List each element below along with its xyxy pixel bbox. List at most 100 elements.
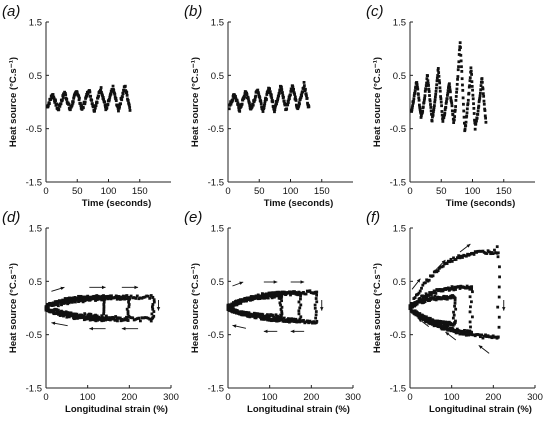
data-point xyxy=(289,293,292,297)
data-point xyxy=(232,301,235,304)
data-point xyxy=(242,97,246,100)
data-point xyxy=(87,316,91,320)
data-point xyxy=(466,102,470,105)
data-point xyxy=(308,289,312,293)
data-point xyxy=(471,93,475,97)
data-point xyxy=(443,113,446,117)
data-point xyxy=(315,300,319,304)
data-point xyxy=(83,295,87,299)
data-point xyxy=(440,110,444,113)
data-point xyxy=(454,319,457,323)
data-point xyxy=(127,103,131,107)
data-point xyxy=(79,102,82,105)
data-point xyxy=(291,89,295,93)
data-point xyxy=(108,94,112,98)
data-point xyxy=(279,303,282,307)
data-point xyxy=(131,316,135,320)
data-point xyxy=(312,320,316,324)
x-tick-label: 100 xyxy=(101,186,117,197)
data-point xyxy=(413,89,417,93)
data-point xyxy=(245,314,249,317)
data-point xyxy=(423,96,427,100)
data-point xyxy=(438,89,442,93)
data-point xyxy=(423,281,427,285)
data-point xyxy=(142,296,145,299)
data-point xyxy=(234,95,237,98)
data-point xyxy=(297,312,301,316)
data-point xyxy=(249,298,252,302)
data-point xyxy=(274,313,278,317)
data-point xyxy=(491,252,495,255)
data-point xyxy=(102,294,105,297)
data-point xyxy=(452,256,455,260)
data-point xyxy=(266,313,269,317)
x-tick-label: 0 xyxy=(43,392,48,403)
data-point xyxy=(313,306,317,310)
data-point xyxy=(53,101,57,104)
data-point xyxy=(121,95,124,98)
data-point xyxy=(441,264,445,268)
data-point xyxy=(477,333,481,337)
data-point xyxy=(282,290,286,294)
data-point xyxy=(483,109,487,112)
data-point xyxy=(116,319,119,323)
y-tick-label: 1.5 xyxy=(29,18,42,29)
data-point xyxy=(454,105,457,108)
data-point xyxy=(137,297,141,301)
data-point xyxy=(134,317,138,321)
data-point xyxy=(448,88,452,92)
data-point xyxy=(253,314,257,318)
data-point xyxy=(453,304,456,308)
data-point xyxy=(148,296,152,300)
data-point xyxy=(56,308,60,312)
data-point xyxy=(245,299,248,303)
data-point xyxy=(142,316,145,320)
data-point xyxy=(244,297,248,301)
data-point xyxy=(478,94,482,98)
data-point xyxy=(421,109,425,113)
data-point xyxy=(257,91,260,95)
data-point xyxy=(314,310,318,313)
data-point xyxy=(307,105,311,109)
data-point xyxy=(432,108,436,112)
data-point xyxy=(443,111,447,115)
data-point xyxy=(468,320,472,324)
data-point xyxy=(429,106,433,109)
data-point xyxy=(258,96,262,100)
y-tick-label: -0.5 xyxy=(26,124,42,135)
data-point xyxy=(435,76,439,80)
data-point xyxy=(452,288,456,292)
data-point xyxy=(409,306,413,310)
data-point xyxy=(472,106,476,110)
data-point xyxy=(469,69,473,73)
data-point xyxy=(437,79,441,82)
data-point xyxy=(455,90,458,94)
data-point xyxy=(145,316,148,320)
direction-arrow xyxy=(320,300,324,311)
y-tick-label: 1.5 xyxy=(393,18,406,29)
data-point xyxy=(99,88,103,92)
data-point xyxy=(289,93,292,97)
data-point xyxy=(46,104,50,107)
data-point xyxy=(465,107,469,111)
data-point xyxy=(427,278,431,282)
data-point xyxy=(413,296,417,299)
data-point xyxy=(433,98,437,102)
y-tick-label: -1.5 xyxy=(390,178,406,189)
data-point xyxy=(57,301,60,305)
data-point xyxy=(283,103,287,107)
data-point xyxy=(415,310,419,314)
data-point xyxy=(85,297,89,301)
data-point xyxy=(279,308,283,311)
data-point xyxy=(278,315,282,319)
data-point xyxy=(100,314,104,318)
data-point xyxy=(420,286,423,290)
data-point xyxy=(127,303,131,306)
data-point xyxy=(464,120,468,124)
data-point xyxy=(145,294,148,298)
data-point xyxy=(457,60,461,64)
data-point xyxy=(410,110,413,113)
data-point xyxy=(66,302,70,306)
data-point xyxy=(468,84,472,88)
